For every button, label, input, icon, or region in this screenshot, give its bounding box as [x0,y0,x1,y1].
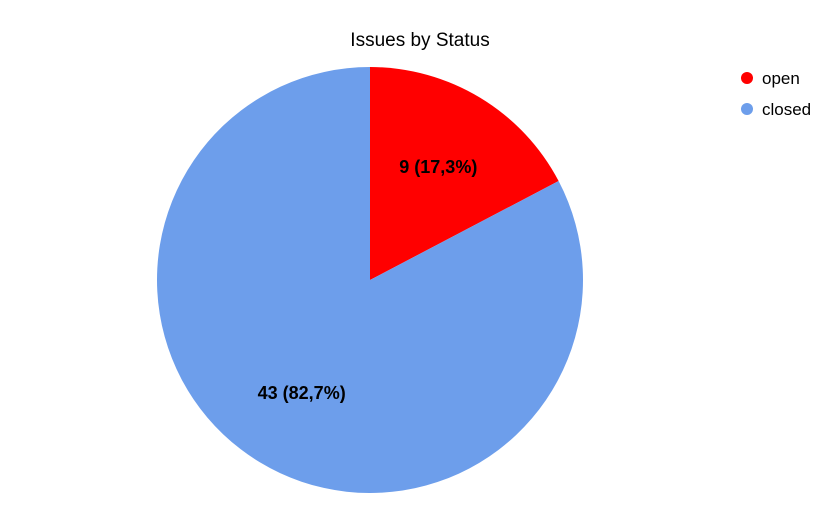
legend-swatch-open [741,72,753,84]
slice-label-open: 9 (17,3%) [399,157,477,177]
pie-slice-labels: 9 (17,3%) 43 (82,7%) [258,157,478,403]
slice-label-closed: 43 (82,7%) [258,383,346,403]
legend-label-closed: closed [762,100,811,119]
chart-title: Issues by Status [350,30,489,51]
legend-item-closed: closed [741,100,811,119]
legend: open closed [741,69,811,119]
pie-slice-closed [156,67,583,493]
pie-slices [156,67,583,493]
legend-swatch-closed [741,103,753,115]
pie-slice-open [370,67,559,280]
legend-label-open: open [762,69,800,88]
legend-item-open: open [741,69,800,88]
